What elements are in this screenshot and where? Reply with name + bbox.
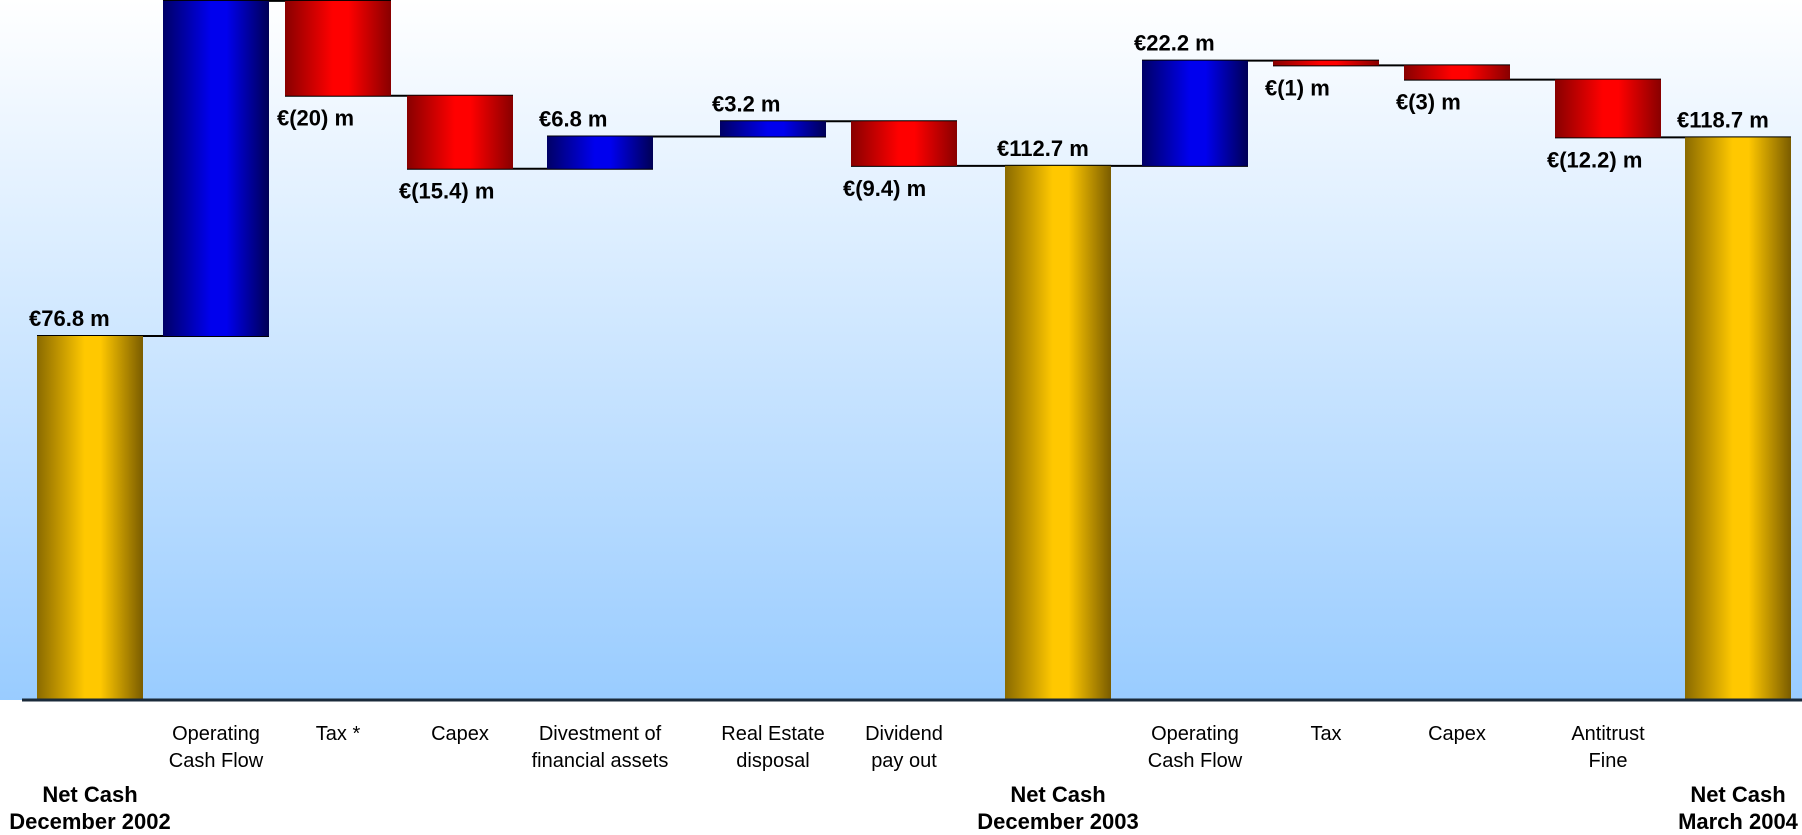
category-label: Cash Flow (169, 750, 264, 772)
value-label: €3.2 m (712, 91, 781, 116)
bar-decrease (1273, 60, 1379, 66)
total-category-label: March 2004 (1678, 809, 1799, 834)
value-label: €(20) m (277, 106, 354, 131)
value-label: €(15.4) m (399, 179, 494, 204)
category-label: Dividend (865, 723, 943, 745)
category-label: Antitrust (1571, 723, 1645, 745)
value-label: €76.8 m (29, 306, 110, 331)
category-label: Operating (1151, 723, 1239, 745)
total-category-label: Net Cash (1690, 782, 1785, 807)
plot-background (0, 0, 1802, 700)
value-label: €118.7 m (1677, 107, 1769, 132)
bar-increase (1142, 60, 1248, 166)
bar-total (37, 336, 143, 700)
bar-increase (720, 121, 826, 137)
bar-decrease (285, 0, 391, 96)
category-label: pay out (871, 750, 937, 772)
bars-group (37, 0, 1791, 701)
category-label: Divestment of (539, 723, 662, 745)
category-label: Tax * (316, 723, 361, 745)
category-label: Real Estate (721, 723, 824, 745)
bar-increase (547, 136, 653, 169)
bar-decrease (1555, 79, 1661, 138)
value-label: €(9.4) m (843, 176, 926, 201)
value-label: €112.7 m (997, 136, 1089, 161)
bar-increase (163, 0, 269, 337)
category-label: Capex (431, 723, 489, 745)
bar-total (1685, 137, 1791, 701)
bar-decrease (851, 121, 957, 166)
value-label: €(12.2) m (1547, 147, 1642, 172)
value-labels: €76.8 m€70.7 m€(20) m€(15.4) m€6.8 m€3.2… (29, 31, 1769, 331)
total-category-label: Net Cash (1010, 782, 1105, 807)
category-label: Fine (1589, 750, 1628, 772)
category-label: Tax (1310, 723, 1341, 745)
bar-decrease (407, 95, 513, 169)
category-label: Cash Flow (1148, 750, 1243, 772)
total-category-label: Net Cash (42, 782, 137, 807)
total-category-label: December 2002 (9, 809, 170, 834)
value-label: €22.2 m (1134, 31, 1215, 56)
category-label: disposal (736, 750, 809, 772)
total-category-label: December 2003 (977, 809, 1138, 834)
category-label: Capex (1428, 723, 1486, 745)
value-label: €6.8 m (539, 106, 608, 131)
bar-total (1005, 165, 1111, 701)
value-label: €(3) m (1396, 90, 1461, 115)
category-label: Operating (172, 723, 260, 745)
value-label: €(1) m (1265, 75, 1330, 100)
bar-decrease (1404, 65, 1510, 80)
category-label: financial assets (532, 750, 669, 772)
